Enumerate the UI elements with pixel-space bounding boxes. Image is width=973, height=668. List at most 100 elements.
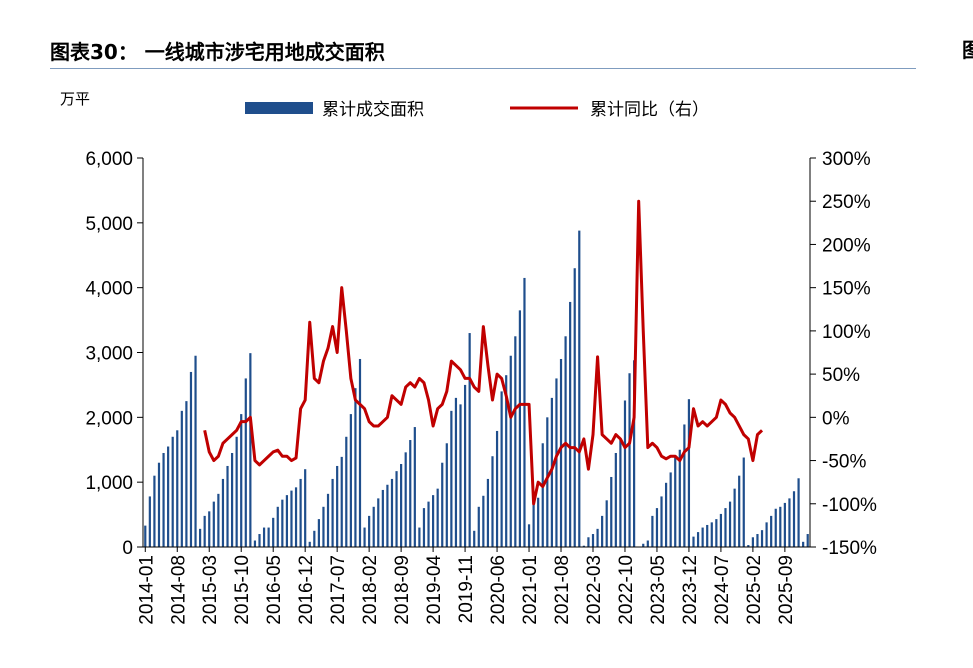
bar	[669, 472, 672, 547]
yoy-line	[203, 199, 764, 506]
bar	[550, 397, 553, 547]
x-tick-label: 2023-05	[648, 555, 669, 625]
axes	[142, 158, 811, 548]
bar	[294, 487, 298, 547]
bar	[495, 430, 499, 547]
chart-title-bar: 图表30： 一线城市涉宅用地成交面积	[50, 34, 916, 69]
right-tick-label: 300%	[822, 149, 871, 170]
bar	[678, 449, 681, 547]
bar	[313, 530, 316, 547]
bar	[751, 537, 754, 547]
bar	[395, 471, 398, 547]
left-axis-ticks: 6,000 5,000 4,000 3,000 2,000 1,000 0	[85, 149, 143, 559]
bar	[358, 358, 362, 547]
bar	[541, 443, 544, 547]
bar	[235, 436, 238, 547]
bar	[527, 524, 531, 547]
bar	[432, 495, 435, 547]
bar	[518, 310, 521, 547]
bar	[217, 493, 220, 547]
bar	[738, 475, 741, 547]
bar	[605, 500, 608, 547]
bar	[326, 493, 330, 547]
x-tick-label: 2021-08	[552, 555, 573, 625]
x-tick-label: 2018-09	[392, 555, 413, 625]
left-tick-label: 0	[122, 538, 133, 559]
bar	[486, 478, 490, 547]
bar	[687, 399, 691, 547]
bar	[569, 301, 572, 547]
bar	[802, 541, 805, 547]
bar	[363, 527, 366, 547]
bar	[322, 506, 325, 547]
bar	[153, 475, 156, 547]
bar	[783, 502, 786, 547]
right-tick-label: -100%	[822, 495, 877, 516]
bar	[477, 506, 480, 547]
bar	[249, 353, 252, 547]
bar	[614, 452, 617, 547]
bar	[162, 452, 165, 547]
bar	[719, 513, 723, 547]
bar	[299, 478, 302, 547]
bar	[445, 443, 448, 547]
bar	[413, 427, 416, 547]
bar	[774, 508, 777, 547]
left-tick-label: 5,000	[85, 214, 133, 235]
bar	[354, 388, 357, 547]
bar	[226, 465, 229, 547]
bar	[308, 541, 311, 547]
bar	[710, 522, 713, 547]
bar	[633, 360, 636, 547]
bar	[349, 414, 352, 547]
bar	[701, 527, 704, 547]
bar	[189, 371, 193, 547]
x-tick-label: 2020-06	[488, 555, 509, 625]
right-tick-label: 150%	[822, 279, 871, 300]
bar	[240, 414, 243, 547]
bar	[696, 532, 700, 547]
bar	[422, 508, 426, 547]
bar	[331, 478, 334, 547]
x-tick-label: 2018-02	[360, 555, 381, 625]
bar	[386, 484, 389, 547]
bar	[674, 456, 677, 547]
bar	[601, 515, 604, 547]
bar	[473, 530, 476, 547]
bar	[194, 355, 197, 547]
bar	[258, 534, 261, 547]
right-tick-label: 250%	[822, 192, 871, 213]
left-tick-label: 4,000	[85, 279, 133, 300]
bar	[468, 333, 471, 547]
bar	[491, 456, 494, 547]
bar	[546, 417, 549, 547]
bar	[436, 488, 439, 547]
bar	[180, 410, 183, 547]
bar	[660, 496, 663, 547]
bar	[404, 452, 407, 547]
bar	[628, 373, 631, 547]
x-tick-label: 2019-04	[424, 555, 445, 625]
bar	[505, 375, 508, 547]
bar	[459, 404, 462, 547]
bar	[651, 515, 654, 547]
bar	[372, 506, 375, 547]
bar	[756, 534, 759, 547]
bar	[532, 501, 535, 547]
bar	[596, 528, 599, 547]
bar	[642, 543, 645, 547]
x-tick-label: 2017-07	[328, 555, 349, 625]
x-tick-label: 2019-11	[456, 555, 477, 623]
bar	[377, 498, 380, 548]
bar	[171, 436, 174, 547]
bar	[167, 446, 170, 547]
bar	[747, 545, 750, 547]
bar	[655, 508, 659, 547]
bar	[418, 527, 421, 547]
x-tick-label: 2021-01	[520, 555, 541, 625]
left-tick-label: 3,000	[85, 344, 133, 365]
bar	[728, 501, 732, 547]
bar	[610, 476, 613, 547]
left-axis-unit-label: 万平	[60, 90, 90, 108]
